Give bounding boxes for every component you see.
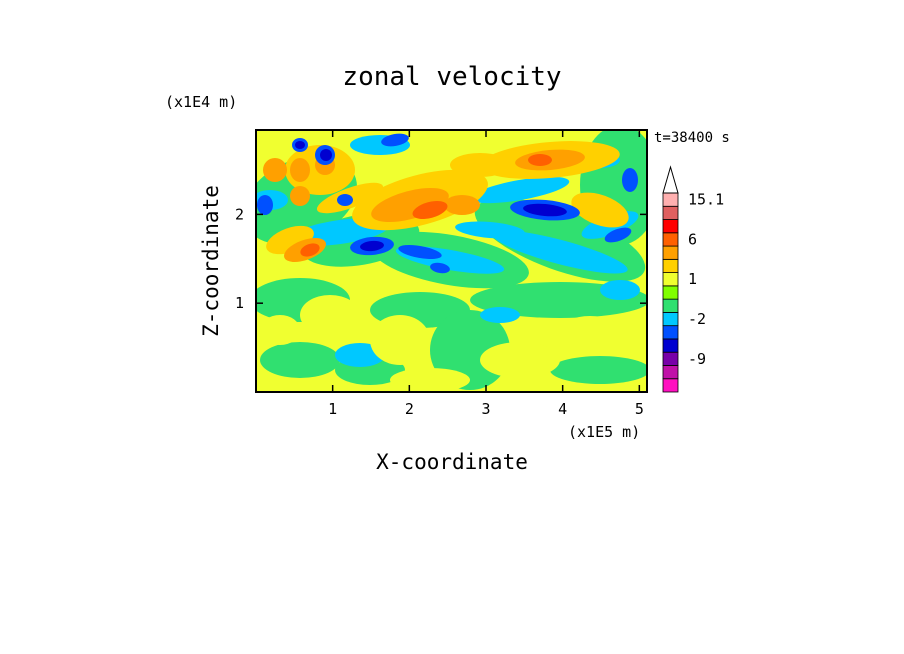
contour-region [560, 316, 620, 344]
contour-region [290, 186, 310, 206]
x-tick-label: 1 [328, 400, 337, 418]
contour-region [398, 244, 442, 260]
contour-region [381, 133, 409, 147]
contour-region [290, 158, 310, 182]
y-axis-label: Z-coordinate [199, 185, 223, 337]
contour-region [300, 243, 320, 257]
contour-region [320, 149, 332, 161]
colorbar-label: 6 [688, 230, 697, 248]
contour-region [550, 356, 647, 384]
colorbar-swatch [662, 245, 679, 260]
colorbar-swatch [662, 311, 679, 327]
x-tick-label: 5 [635, 400, 644, 418]
colorbar-swatch [662, 338, 679, 353]
colorbar-swatch [662, 298, 679, 313]
contour-region [523, 203, 567, 217]
contour-region [450, 153, 510, 177]
y-tick-label: 2 [235, 205, 244, 223]
contour-region [295, 141, 305, 149]
colorbar-swatch [662, 365, 679, 380]
colorbar-swatch [662, 205, 679, 220]
contour-region [604, 227, 632, 243]
x-tick-label: 2 [405, 400, 414, 418]
colorbar-extend-arrow [662, 165, 679, 194]
contour-region [370, 315, 430, 365]
contour-region [480, 307, 520, 323]
contour-region [412, 200, 448, 220]
colorbar-swatch [662, 325, 679, 340]
contour-region [622, 168, 638, 192]
contour-region [371, 187, 449, 223]
x-axis-label: X-coordinate [376, 450, 528, 474]
x-tick-label: 3 [481, 400, 490, 418]
contour-region [528, 154, 552, 166]
contour-region [480, 342, 560, 378]
colorbar-label: 1 [688, 270, 697, 288]
colorbar-label: -2 [688, 310, 706, 328]
y-axis: 12 [235, 205, 647, 312]
colorbar-swatch [662, 351, 679, 366]
x-tick-label: 4 [558, 400, 567, 418]
contour-region [492, 230, 628, 274]
colorbar-swatch [662, 192, 679, 207]
x-axis: 1 2 3 4 5 [328, 130, 644, 418]
y-tick-label: 1 [235, 294, 244, 312]
contour-region [360, 240, 384, 252]
time-label: t=38400 s [654, 130, 730, 146]
heatmap-field [256, 130, 647, 392]
contour-region [444, 195, 480, 215]
colorbar-swatch [662, 258, 679, 274]
contour-region [390, 368, 470, 392]
colorbar: 15.1 6 1 -2 -9 [662, 165, 724, 393]
y-multiplier: (x1E4 m) [165, 93, 237, 111]
chart-title: zonal velocity [342, 62, 561, 92]
colorbar-swatch [662, 285, 679, 300]
x-multiplier: (x1E5 m) [568, 423, 640, 441]
colorbar-label: -9 [688, 350, 706, 368]
contour-region [263, 158, 287, 182]
colorbar-swatch [662, 272, 679, 287]
contour-region [337, 194, 353, 206]
contour-region [257, 195, 273, 215]
contour-region [571, 192, 629, 228]
contour-region [600, 280, 640, 300]
colorbar-swatch [662, 378, 679, 393]
colorbar-swatch [662, 232, 679, 247]
contour-region [260, 315, 300, 345]
contour-region [300, 295, 360, 335]
contour-region [260, 342, 340, 378]
colorbar-swatch [662, 219, 679, 234]
colorbar-label: 15.1 [688, 191, 724, 209]
plot-frame [255, 129, 648, 393]
contour-region [430, 262, 450, 274]
contour-regions [256, 130, 647, 392]
contour-region [470, 176, 570, 204]
contour-region [455, 221, 525, 239]
